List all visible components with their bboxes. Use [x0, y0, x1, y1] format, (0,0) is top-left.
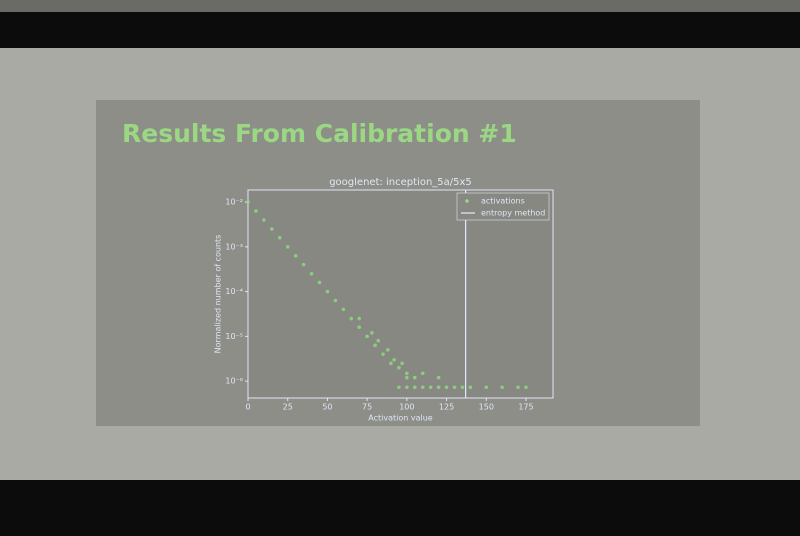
y-tick-label: 10⁻⁶	[225, 377, 243, 386]
point	[389, 361, 393, 366]
point	[381, 352, 385, 356]
legend-marker	[465, 199, 469, 203]
point	[385, 348, 390, 352]
point	[420, 385, 425, 390]
x-tick-label: 75	[362, 403, 372, 412]
legend-label: activations	[481, 197, 525, 206]
point	[333, 298, 338, 303]
point	[412, 375, 417, 380]
point	[376, 338, 381, 343]
point	[325, 289, 330, 294]
point	[444, 385, 449, 390]
point	[397, 385, 401, 390]
x-axis-label: Activation value	[368, 414, 433, 423]
point	[301, 262, 306, 267]
point	[262, 218, 266, 222]
point	[452, 385, 457, 390]
point	[293, 254, 298, 258]
point	[400, 361, 404, 366]
point	[436, 385, 441, 390]
point	[277, 235, 282, 240]
point	[405, 385, 409, 390]
point	[341, 307, 346, 312]
point	[370, 331, 374, 335]
chart: googlenet: inception_5a/5x5 Activation va…	[214, 177, 550, 423]
point	[420, 371, 425, 376]
legend-label: entropy method	[481, 209, 545, 218]
point	[373, 343, 377, 348]
x-tick-label: 175	[518, 403, 533, 412]
point	[365, 334, 369, 339]
point	[392, 357, 396, 362]
point	[468, 385, 473, 390]
point	[270, 227, 274, 231]
x-tick-label: 0	[245, 403, 250, 412]
y-axis-label: Normalized number of counts	[214, 235, 223, 354]
point	[405, 375, 409, 380]
point	[484, 385, 489, 390]
point	[412, 385, 417, 390]
x-tick-label: 25	[283, 403, 293, 412]
point	[285, 245, 290, 249]
point	[460, 385, 465, 390]
point	[357, 316, 361, 321]
y-tick-label: 10⁻³	[225, 242, 243, 251]
y-tick-label: 10⁻⁵	[225, 332, 243, 341]
plot-area	[247, 189, 554, 399]
point	[516, 385, 520, 390]
point	[349, 316, 354, 321]
point	[397, 365, 401, 370]
y-tick-label: 10⁻²	[225, 198, 243, 207]
x-tick-label: 150	[479, 403, 494, 412]
y-tick-label: 10⁻⁴	[225, 287, 243, 296]
ceiling	[0, 0, 800, 12]
point	[428, 385, 433, 390]
point	[246, 200, 250, 204]
x-tick-label: 100	[399, 403, 414, 412]
x-tick-label: 125	[439, 403, 454, 412]
point	[254, 209, 258, 213]
chart-title: googlenet: inception_5a/5x5	[329, 177, 472, 188]
point	[317, 280, 322, 285]
x-tick-label: 50	[322, 403, 332, 412]
point	[405, 371, 409, 376]
point	[357, 325, 361, 330]
slide-title: Results From Calibration #1	[122, 119, 517, 148]
point	[500, 385, 504, 390]
point	[524, 385, 528, 390]
point	[309, 271, 314, 276]
point	[436, 375, 441, 380]
legend-box	[456, 192, 550, 221]
